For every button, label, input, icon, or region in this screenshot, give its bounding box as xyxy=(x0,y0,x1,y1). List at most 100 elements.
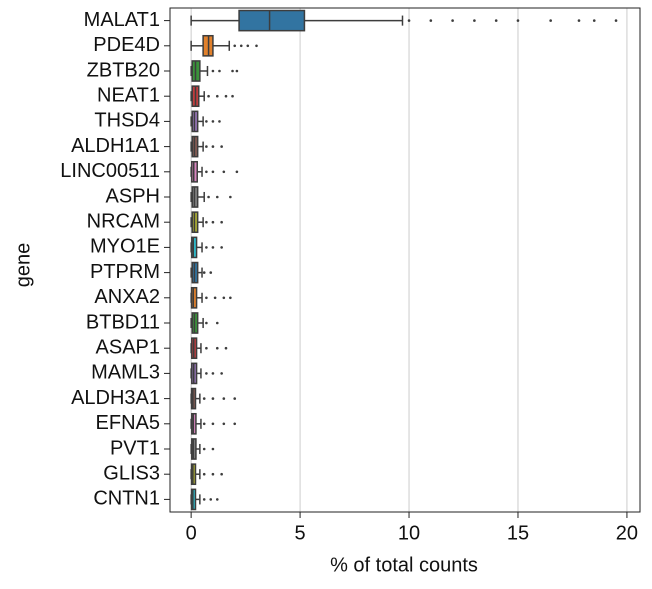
flier xyxy=(222,170,226,174)
x-axis-label: % of total counts xyxy=(330,554,478,576)
flier xyxy=(451,19,454,22)
flier xyxy=(235,170,239,174)
flier xyxy=(211,246,215,249)
flier xyxy=(516,19,520,22)
flier xyxy=(215,498,219,501)
x-tick-label: 10 xyxy=(398,522,420,544)
y-tick-label: GLIS3 xyxy=(103,462,160,484)
flier xyxy=(229,296,232,300)
flier xyxy=(592,19,596,22)
flier xyxy=(202,472,206,476)
flier xyxy=(215,346,219,350)
flier xyxy=(473,19,476,22)
y-tick-label: CNTN1 xyxy=(93,488,160,510)
y-tick-label: NRCAM xyxy=(87,210,160,232)
x-tick-label: 5 xyxy=(295,522,306,544)
flier xyxy=(205,246,208,249)
flier xyxy=(209,498,213,501)
flier xyxy=(205,170,208,174)
flier xyxy=(207,195,210,199)
flier xyxy=(233,44,237,48)
flier xyxy=(211,170,215,174)
y-tick-label: PDE4D xyxy=(93,34,160,56)
flier xyxy=(202,271,206,274)
flier xyxy=(220,372,223,375)
y-tick-label: MALAT1 xyxy=(84,9,160,31)
flier xyxy=(494,19,498,22)
flier xyxy=(224,94,228,98)
flier xyxy=(220,220,223,224)
y-tick-label: MAML3 xyxy=(91,362,160,384)
flier xyxy=(255,44,258,48)
flier xyxy=(211,422,215,426)
y-tick-label: THSD4 xyxy=(94,110,160,132)
flier xyxy=(202,422,206,426)
flier xyxy=(211,472,215,476)
flier xyxy=(215,94,219,98)
flier xyxy=(218,69,221,73)
flier xyxy=(211,372,215,375)
y-axis-label: gene xyxy=(12,243,34,288)
flier xyxy=(205,321,208,325)
flier xyxy=(207,94,210,98)
x-tick-label: 15 xyxy=(507,522,529,544)
y-tick-label: PTPRM xyxy=(90,261,160,283)
flier xyxy=(407,19,411,22)
flier xyxy=(205,372,208,375)
flier xyxy=(211,120,215,123)
flier xyxy=(614,19,618,22)
y-tick-label: BTBD11 xyxy=(86,311,160,333)
flier xyxy=(218,120,221,123)
x-tick-label: 0 xyxy=(186,522,197,544)
flier xyxy=(231,69,234,73)
x-tick-label: 20 xyxy=(616,522,638,544)
flier xyxy=(215,321,219,325)
flier xyxy=(205,120,208,123)
flier xyxy=(224,346,228,350)
flier xyxy=(211,145,215,148)
flier xyxy=(549,19,552,22)
y-tick-label: LINC00511 xyxy=(60,160,160,182)
flier xyxy=(222,397,226,400)
y-tick-label: EFNA5 xyxy=(96,412,160,434)
y-tick-label: NEAT1 xyxy=(97,84,160,106)
flier xyxy=(222,296,226,300)
flier xyxy=(233,397,237,400)
y-tick-label: ALDH1A1 xyxy=(71,135,160,157)
flier xyxy=(202,397,206,400)
flier xyxy=(222,422,226,426)
flier xyxy=(429,19,433,22)
box xyxy=(190,286,198,309)
flier xyxy=(205,145,208,148)
flier xyxy=(209,271,213,274)
flier xyxy=(205,346,208,350)
flier xyxy=(213,296,217,300)
flier xyxy=(231,94,234,98)
y-tick-label: ZBTB20 xyxy=(87,59,160,81)
plot-frame xyxy=(169,7,641,513)
box xyxy=(238,9,306,32)
flier xyxy=(205,220,208,224)
flier xyxy=(215,195,219,199)
flier xyxy=(202,498,206,501)
y-tick-label: ALDH3A1 xyxy=(71,387,160,409)
flier xyxy=(211,397,215,400)
flier xyxy=(211,447,215,451)
flier xyxy=(239,44,243,48)
flier xyxy=(220,145,223,148)
flier xyxy=(235,69,239,73)
y-tick-label: ASAP1 xyxy=(96,336,160,358)
flier xyxy=(233,422,237,426)
flier xyxy=(246,44,250,48)
flier xyxy=(211,220,215,224)
y-tick-label: ASPH xyxy=(106,185,160,207)
flier xyxy=(202,447,206,451)
box xyxy=(191,236,198,259)
y-tick-label: ANXA2 xyxy=(94,286,160,308)
box xyxy=(191,160,198,183)
y-tick-label: PVT1 xyxy=(110,437,160,459)
flier xyxy=(229,195,232,199)
flier xyxy=(577,19,581,22)
flier xyxy=(220,472,223,476)
